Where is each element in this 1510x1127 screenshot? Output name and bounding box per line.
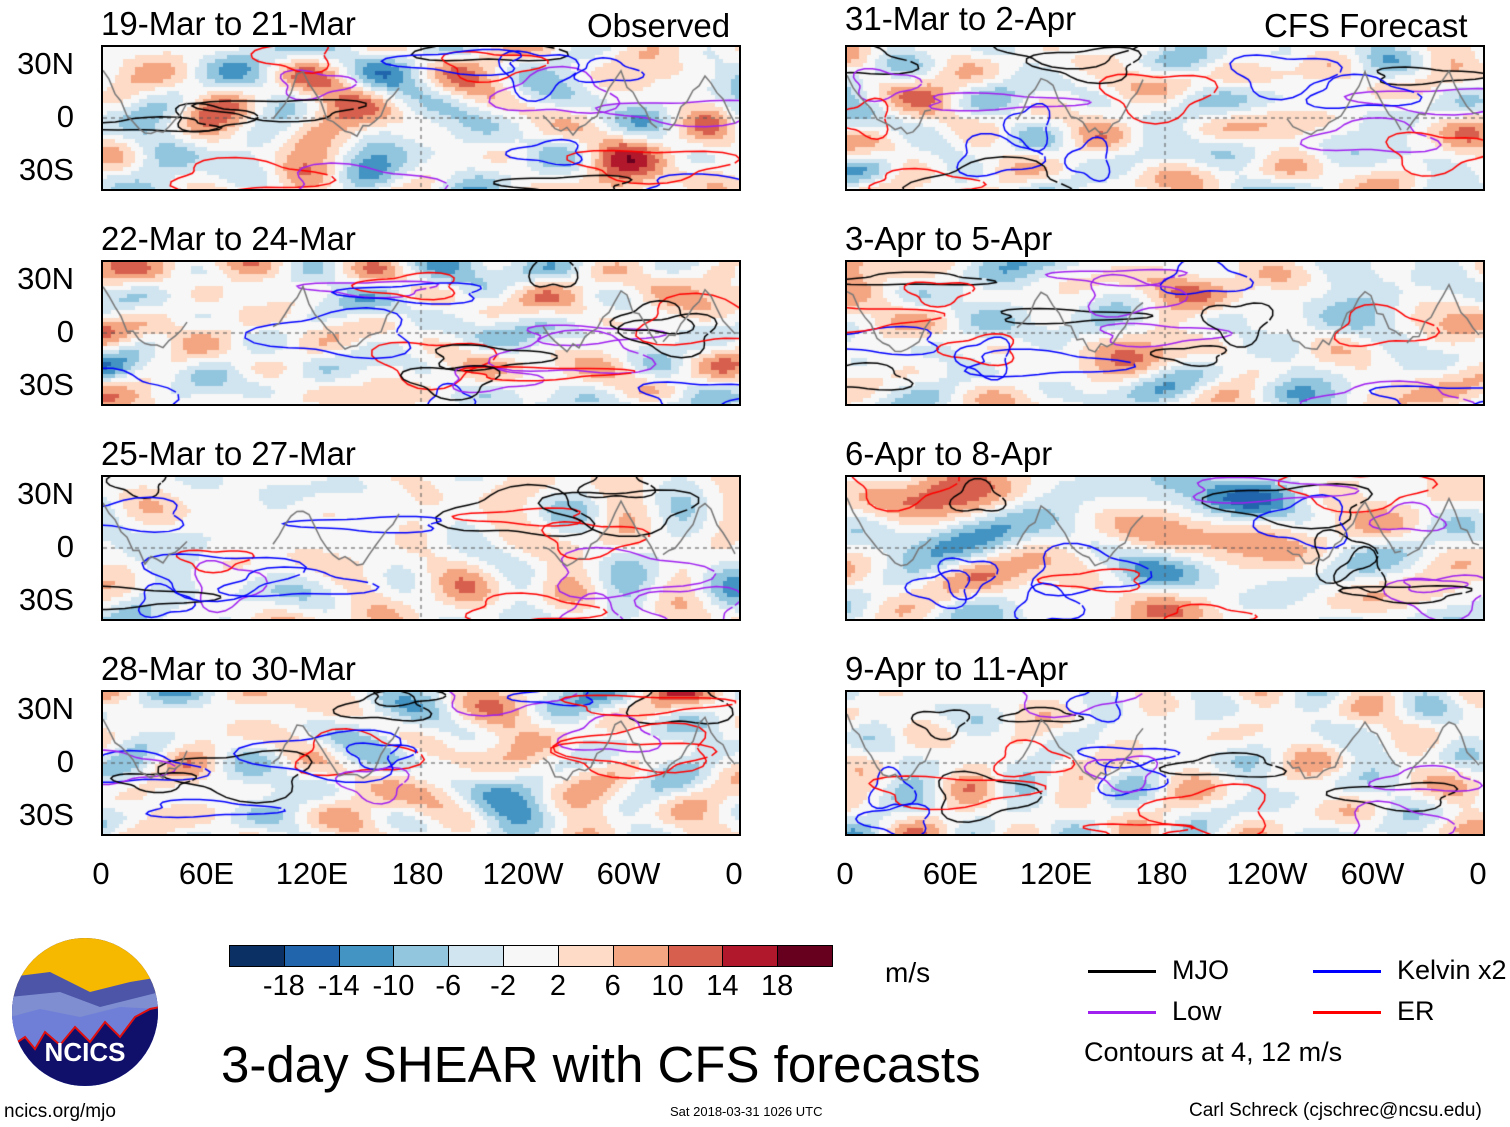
legend-line	[1088, 1011, 1156, 1014]
legend-label: Low	[1172, 996, 1222, 1026]
colorbar-tick-label: -2	[490, 970, 516, 1002]
panel-title: 31-Mar to 2-Apr	[845, 0, 1077, 37]
longitude-label: 180	[1135, 856, 1188, 891]
colorbar-swatch	[557, 945, 614, 967]
colorbar-tick-label: 2	[549, 970, 566, 1002]
longitude-label: 180	[391, 856, 444, 891]
colorbar-tick-label: -10	[372, 970, 415, 1002]
forecast-label: CFS Forecast	[1264, 7, 1468, 44]
colorbar-swatch	[229, 945, 285, 967]
longitude-label: 60E	[178, 856, 235, 891]
latitude-label: 30N	[17, 46, 74, 81]
latitude-label: 0	[56, 314, 74, 349]
latitude-label: 0	[56, 529, 74, 564]
colorbar-tick-label: -14	[317, 970, 360, 1002]
latitude-label: 30N	[17, 261, 74, 296]
observed-label: Observed	[587, 7, 731, 44]
logo-text: NCICS	[45, 1037, 126, 1067]
longitude-label: 120W	[482, 856, 564, 891]
panel-title: 6-Apr to 8-Apr	[845, 435, 1053, 472]
website-link[interactable]: ncics.org/mjo	[4, 1101, 116, 1122]
shear-map-panel	[845, 260, 1485, 406]
longitude-label: 120E	[1019, 856, 1093, 891]
shear-map-panel	[101, 690, 741, 836]
colorbar-swatch	[283, 945, 340, 967]
longitude-label: 120W	[1226, 856, 1308, 891]
ncics-logo: NCICS	[10, 937, 160, 1087]
longitude-label: 0	[725, 856, 743, 891]
legend-line	[1313, 970, 1381, 973]
legend-line	[1313, 1011, 1381, 1014]
legend-label: Kelvin x2	[1397, 955, 1507, 985]
colorbar-swatch	[393, 945, 450, 967]
panel-title: 9-Apr to 11-Apr	[845, 650, 1069, 687]
longitude-label: 0	[92, 856, 110, 891]
colorbar-swatch	[338, 945, 395, 967]
latitude-label: 30S	[18, 367, 74, 402]
latitude-label: 30N	[17, 691, 74, 726]
main-title: 3-day SHEAR with CFS forecasts	[221, 1036, 981, 1093]
latitude-label: 30N	[17, 476, 74, 511]
author-credit: Carl Schreck (cjschrec@ncsu.edu)	[1189, 1100, 1482, 1121]
longitude-label: 0	[836, 856, 854, 891]
colorbar-tick-label: -18	[262, 970, 305, 1002]
latitude-label: 30S	[18, 582, 74, 617]
colorbar-swatch	[777, 945, 833, 967]
panel-title: 28-Mar to 30-Mar	[101, 650, 356, 687]
colorbar-swatch	[503, 945, 559, 967]
colorbar-tick-label: 10	[651, 970, 684, 1002]
timestamp: Sat 2018-03-31 1026 UTC	[670, 1104, 823, 1119]
panel-title: 25-Mar to 27-Mar	[101, 435, 356, 472]
colorbar-swatch	[612, 945, 669, 967]
colorbar-swatch	[448, 945, 505, 967]
legend-line	[1088, 970, 1156, 973]
colorbar-tick-label: 6	[604, 970, 621, 1002]
colorbar-swatch	[722, 945, 779, 967]
colorbar-tick-label: -6	[435, 970, 462, 1002]
latitude-label: 0	[56, 99, 74, 134]
shear-map-panel	[845, 690, 1485, 836]
longitude-label: 0	[1469, 856, 1487, 891]
colorbar-swatch	[667, 945, 724, 967]
shear-map-panel	[101, 475, 741, 621]
legend-label: ER	[1397, 996, 1435, 1026]
shear-map-panel	[101, 260, 741, 406]
shear-map-panel	[101, 45, 741, 191]
latitude-label: 30S	[18, 152, 74, 187]
panel-title: 22-Mar to 24-Mar	[101, 220, 356, 257]
longitude-label: 120E	[275, 856, 349, 891]
longitude-label: 60W	[1340, 856, 1405, 891]
colorbar-tick-label: 18	[761, 970, 794, 1002]
longitude-label: 60W	[596, 856, 661, 891]
colorbar-units: m/s	[885, 957, 931, 988]
panel-title: 3-Apr to 5-Apr	[845, 220, 1053, 257]
panel-title: 19-Mar to 21-Mar	[101, 5, 356, 42]
shear-map-panel	[845, 45, 1485, 191]
colorbar-tick-label: 14	[706, 970, 739, 1002]
latitude-label: 0	[56, 744, 74, 779]
longitude-label: 60E	[922, 856, 979, 891]
shear-map-panel	[845, 475, 1485, 621]
contour-note: Contours at 4, 12 m/s	[1084, 1037, 1343, 1067]
legend-label: MJO	[1172, 955, 1229, 985]
latitude-label: 30S	[18, 797, 74, 832]
